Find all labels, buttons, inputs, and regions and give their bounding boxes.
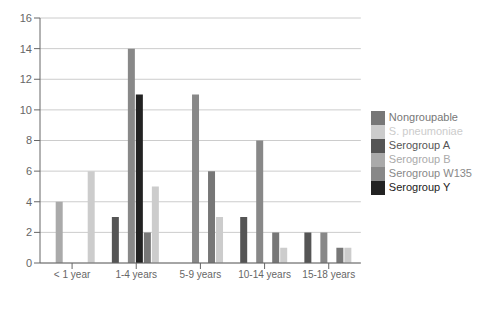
svg-text:6: 6 bbox=[26, 165, 32, 177]
html-text:Serogroup A: Serogroup A bbox=[388, 138, 450, 151]
svg-text:0: 0 bbox=[26, 257, 32, 269]
html-text:S. pneumoniae: S. pneumoniae bbox=[388, 124, 463, 137]
svg-text:10-14 years: 10-14 years bbox=[238, 269, 291, 280]
html-text:Serogroup W135: Serogroup W135 bbox=[388, 167, 472, 180]
html-text:Serogroup Y: Serogroup Y bbox=[388, 181, 451, 194]
svg-text:16: 16 bbox=[20, 12, 32, 24]
svg-text:2: 2 bbox=[26, 226, 32, 238]
svg-text:14: 14 bbox=[20, 43, 32, 55]
svg-text:10: 10 bbox=[20, 104, 32, 116]
html-text:Nongroupable: Nongroupable bbox=[388, 110, 458, 123]
svg-text:1-4 years: 1-4 years bbox=[115, 269, 157, 280]
svg-text:< 1 year: < 1 year bbox=[54, 269, 91, 280]
svg-text:5-9 years: 5-9 years bbox=[180, 269, 222, 280]
svg-text:4: 4 bbox=[26, 196, 32, 208]
svg-text:12: 12 bbox=[20, 73, 32, 85]
svg-text:8: 8 bbox=[26, 134, 32, 146]
html-text:Serogroup B: Serogroup B bbox=[388, 153, 451, 165]
svg-text:15-18 years: 15-18 years bbox=[302, 269, 355, 280]
